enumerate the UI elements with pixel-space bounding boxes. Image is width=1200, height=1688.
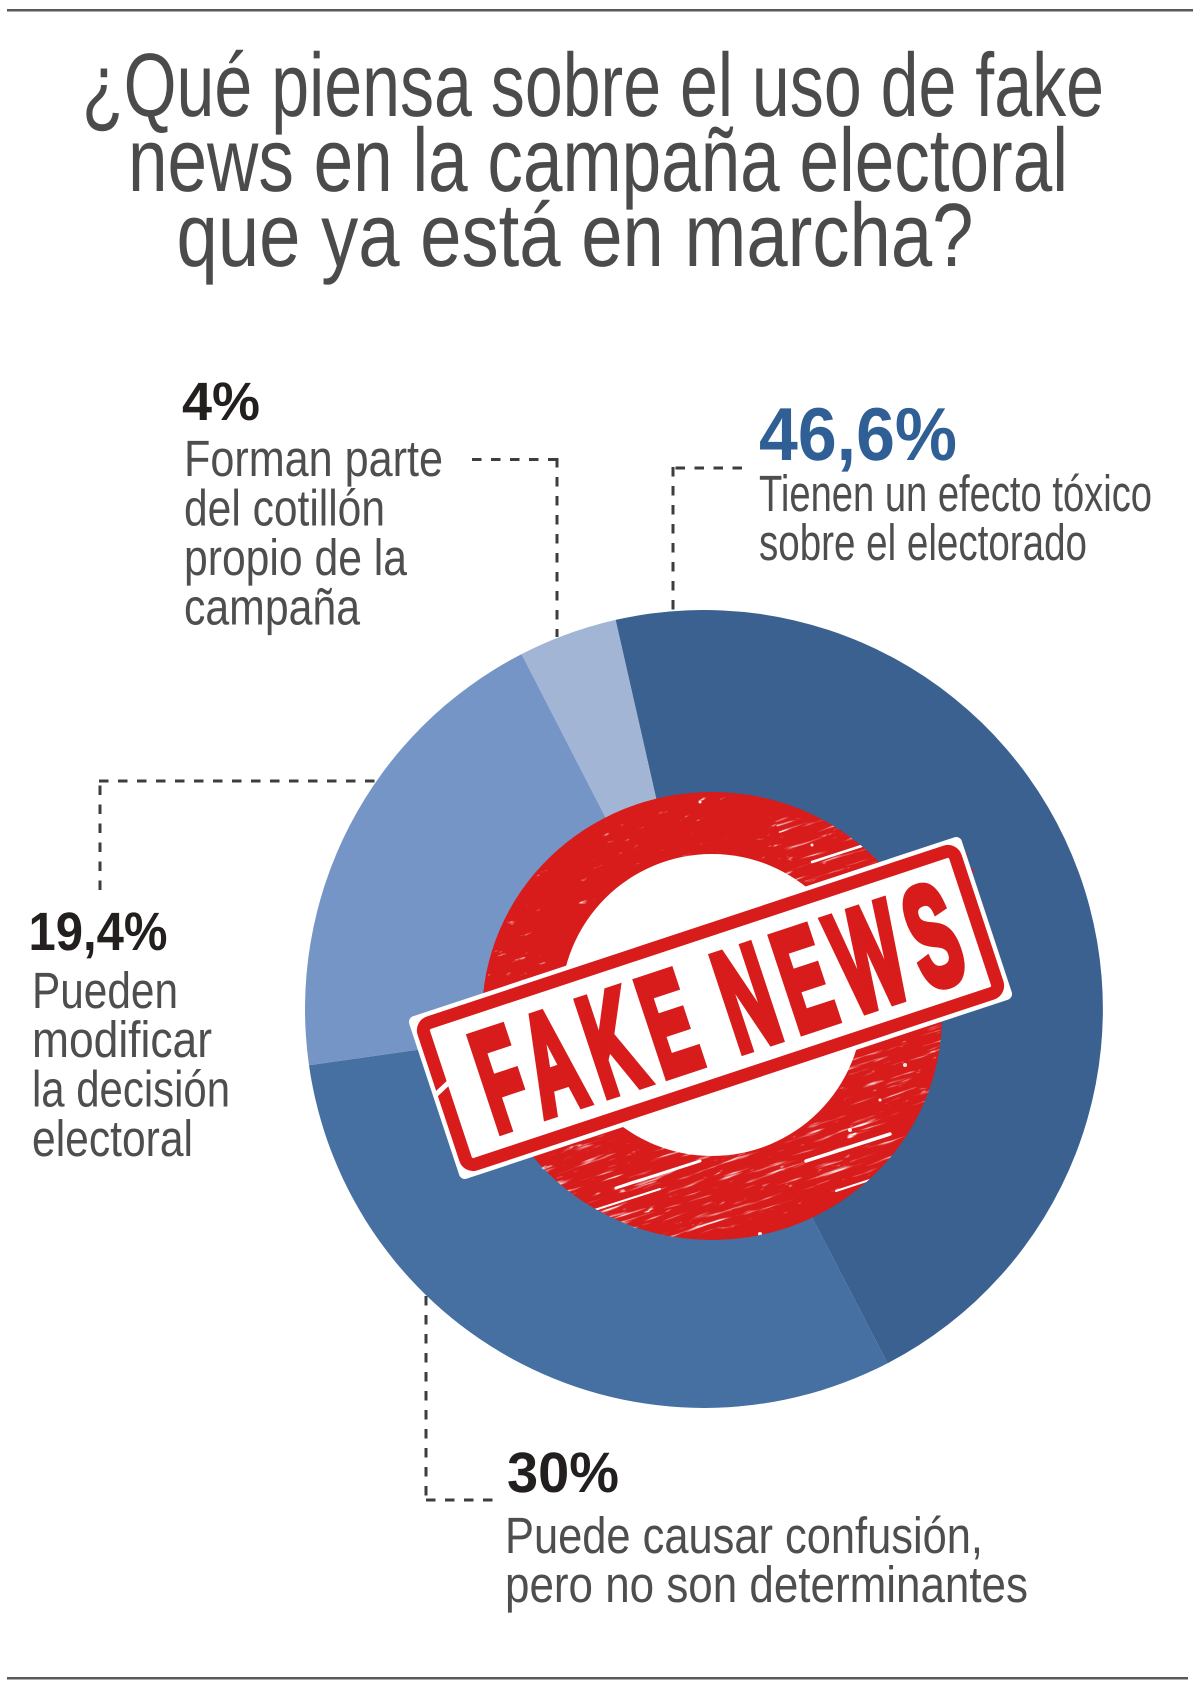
svg-text:news en la campaña electoral: news en la campaña electoral	[128, 111, 1068, 211]
svg-text:sobre el electorado: sobre el electorado	[759, 514, 1087, 571]
svg-text:del cotillón: del cotillón	[184, 480, 385, 537]
svg-text:modificar: modificar	[32, 1011, 212, 1068]
svg-text:que ya está en marcha?: que ya está en marcha?	[177, 186, 974, 286]
svg-text:Tienen un efecto tóxico: Tienen un efecto tóxico	[759, 465, 1152, 522]
svg-text:Forman parte: Forman parte	[184, 430, 443, 487]
svg-text:4%: 4%	[182, 372, 260, 432]
svg-text:Puede causar confusión,: Puede causar confusión,	[505, 1507, 983, 1564]
svg-text:Pueden: Pueden	[32, 962, 178, 1019]
svg-text:la decisión: la decisión	[32, 1061, 230, 1118]
svg-text:electoral: electoral	[32, 1110, 193, 1167]
svg-text:propio de la: propio de la	[184, 529, 408, 586]
svg-text:pero no son determinantes: pero no son determinantes	[505, 1556, 1028, 1613]
svg-text:¿Qué piensa sobre el uso de fa: ¿Qué piensa sobre el uso de fake	[82, 36, 1104, 136]
svg-text:30%: 30%	[507, 1441, 619, 1505]
svg-text:46,6%: 46,6%	[759, 392, 957, 476]
svg-text:campaña: campaña	[184, 579, 361, 636]
svg-text:19,4%: 19,4%	[29, 902, 168, 962]
